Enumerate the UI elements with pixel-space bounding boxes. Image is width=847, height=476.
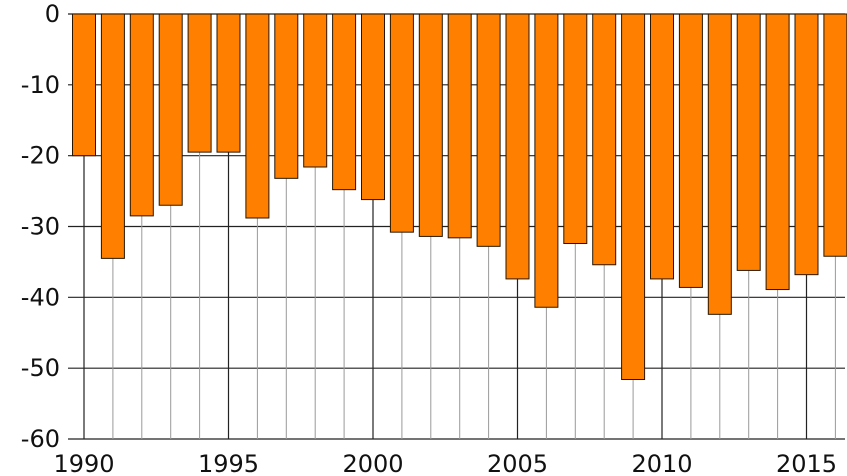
x-tick-label: 1990: [53, 450, 114, 476]
bar-1999: [332, 13, 357, 191]
y-tick-label: -20: [21, 142, 60, 170]
bar-2005: [505, 13, 530, 280]
bar-1997: [274, 13, 299, 179]
x-tick-label: 2005: [487, 450, 548, 476]
x-tick-label: 1995: [198, 450, 259, 476]
bar-1991: [100, 13, 125, 259]
y-tick-label: -50: [21, 354, 60, 382]
bar-1990: [72, 13, 96, 157]
y-tick-label: -40: [21, 283, 60, 311]
bars: [72, 13, 847, 380]
bar-1998: [303, 13, 328, 168]
bar-2004: [476, 13, 501, 247]
bar-2007: [563, 13, 588, 244]
bar-1994: [187, 13, 212, 153]
bar-1993: [158, 13, 183, 206]
bar-1992: [129, 13, 154, 217]
bar-2013: [736, 13, 761, 271]
bar-1996: [245, 13, 270, 219]
bar-2000: [361, 13, 385, 201]
y-axis-ticks: 0 -10 -20 -30 -40 -50 -60: [21, 0, 60, 453]
bar-2011: [678, 13, 703, 288]
bar-1995: [216, 13, 241, 153]
x-axis-ticks: 1990 1995 2000 2005 2010 2015: [53, 450, 837, 476]
bar-2015: [794, 13, 819, 276]
bar-2001: [389, 13, 414, 233]
bar-2010: [650, 13, 674, 280]
bar-2014: [765, 13, 790, 291]
x-tick-label: 2010: [631, 450, 692, 476]
bar-2003: [447, 13, 472, 239]
y-tick-label: 0: [45, 0, 60, 28]
bar-2002: [418, 13, 443, 237]
x-tick-label: 2015: [776, 450, 837, 476]
bar-2016: [823, 13, 847, 257]
bar-2008: [592, 13, 617, 266]
y-tick-label: -10: [21, 71, 60, 99]
x-tick-label: 2000: [342, 450, 403, 476]
y-tick-label: -60: [21, 425, 60, 453]
y-tick-label: -30: [21, 213, 60, 241]
bar-2009: [621, 13, 646, 380]
bar-2006: [534, 13, 559, 308]
bar-2012: [707, 13, 732, 315]
